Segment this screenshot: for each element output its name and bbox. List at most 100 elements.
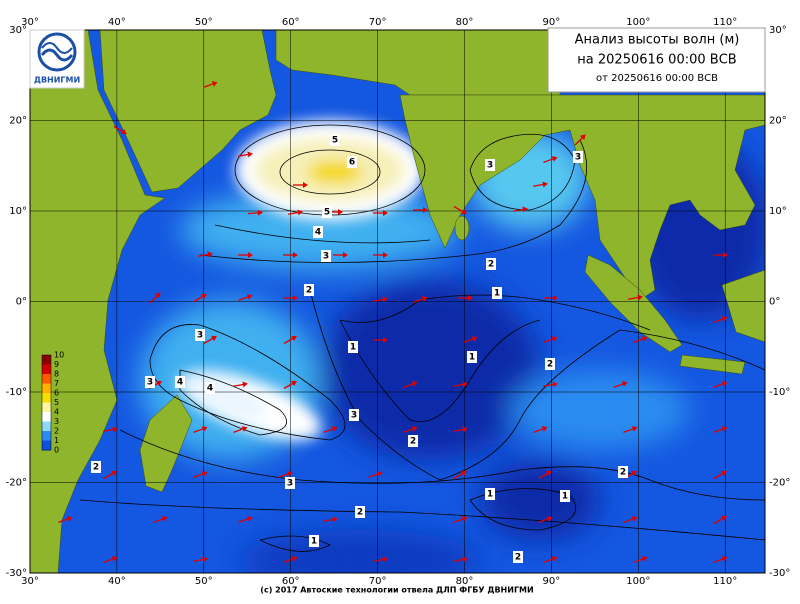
map-frame — [29, 29, 766, 574]
arrow-head — [637, 294, 643, 301]
arrow-head — [291, 556, 298, 562]
wave-arrow — [633, 556, 648, 564]
lat-label-right: -20° — [769, 478, 790, 489]
arrow-head — [293, 295, 298, 301]
wave-arrow — [203, 81, 218, 89]
wave-arrow — [413, 296, 428, 304]
arrow-head — [621, 381, 628, 387]
wave-arrow — [58, 516, 73, 524]
contour-label: 2 — [515, 553, 521, 563]
contour-label: 3 — [323, 252, 329, 262]
lon-label-top: 50° — [195, 17, 213, 28]
contour-label-bg — [347, 156, 357, 168]
arrow-head — [332, 516, 338, 523]
arrow-head — [383, 337, 388, 343]
title: Анализ высоты волн (м) — [575, 33, 740, 48]
wave-arrow — [373, 252, 388, 258]
contour-label: 2 — [357, 508, 363, 518]
lat-label-right: 20° — [769, 116, 787, 127]
contour-label: 2 — [547, 360, 553, 370]
contour-label-bg — [309, 535, 319, 547]
arrow-head — [546, 470, 552, 477]
wave-arrow — [237, 151, 253, 158]
colorbar-frame — [41, 354, 52, 451]
lon-label-bottom: 80° — [456, 576, 474, 587]
arrow-head — [546, 516, 553, 522]
wave-arrow — [197, 251, 213, 258]
contour-label-bg — [145, 376, 155, 388]
logo-text: ДВНИГМИ — [34, 76, 80, 85]
arrow-head — [201, 426, 208, 432]
contour-label: 2 — [93, 463, 99, 473]
arrow-head — [156, 380, 162, 387]
colorbar-step — [42, 412, 51, 422]
wave-arrow — [538, 516, 553, 524]
arrow-head — [211, 335, 217, 342]
wave-arrow — [113, 125, 127, 135]
lon-label-bottom: 90° — [543, 576, 561, 587]
arrow-head — [246, 516, 253, 522]
wave-arrow — [463, 336, 478, 344]
wave-arrow — [452, 381, 468, 388]
arrow-head — [111, 556, 118, 562]
contour-label: 3 — [147, 378, 153, 388]
lon-label-top: 80° — [456, 17, 474, 28]
contour-label-bg — [485, 488, 495, 500]
contour-label: 2 — [620, 468, 626, 478]
lat-label-right: 0° — [769, 297, 780, 308]
contour-label: 1 — [350, 343, 356, 353]
wave-arrow — [247, 209, 263, 216]
wave-arrow — [193, 426, 208, 434]
contour-label: 4 — [315, 228, 321, 238]
contour-label-bg — [321, 250, 331, 262]
wave-arrow — [633, 336, 648, 344]
arrow-head — [257, 209, 263, 216]
arrow-head — [291, 335, 297, 342]
wave-arrow — [333, 252, 348, 258]
contour-label: 3 — [575, 153, 581, 163]
wave-arrow — [153, 516, 168, 524]
lon-label-top: 90° — [543, 17, 561, 28]
lon-label-bottom: 110° — [713, 576, 737, 587]
lon-label-top: 30° — [21, 17, 39, 28]
contour-label-bg — [285, 477, 295, 489]
lat-label-right: -30° — [769, 568, 790, 579]
wave-arrow — [238, 252, 253, 258]
contour-label: 3 — [487, 161, 493, 171]
contour-label-bg — [545, 358, 555, 370]
arrow-head — [462, 556, 468, 563]
contour-label-bg — [195, 329, 205, 341]
colorbar-step — [42, 374, 51, 384]
colorbar-label: 3 — [54, 417, 59, 426]
wave-arrow — [452, 426, 468, 433]
contour-label-bg — [618, 466, 628, 478]
arrow-head — [721, 316, 728, 322]
arrow-head — [541, 426, 548, 432]
contour-label-bg — [560, 490, 570, 502]
wave-arrow — [238, 516, 253, 524]
wave-arrow — [533, 426, 548, 434]
arrow-head — [202, 556, 208, 563]
wave-arrow — [627, 294, 643, 301]
contour-label: 6 — [349, 158, 355, 168]
contour-label: 5 — [332, 136, 338, 146]
contour-label: 2 — [488, 260, 494, 270]
contour-label-bg — [492, 287, 502, 299]
arrow-head — [723, 252, 728, 258]
arrow-head — [551, 156, 558, 162]
lon-label-top: 40° — [108, 17, 126, 28]
wave-arrow — [713, 515, 727, 525]
wave-arrow — [623, 426, 638, 434]
arrow-head — [553, 295, 558, 301]
wave-arrow — [372, 296, 388, 303]
contour-label: 3 — [287, 479, 293, 489]
arrow-head — [291, 380, 297, 387]
contour-label-bg — [467, 351, 477, 363]
colorbar-label: 9 — [54, 360, 59, 369]
wave-arrow — [403, 426, 418, 434]
arrow-head — [721, 515, 727, 522]
